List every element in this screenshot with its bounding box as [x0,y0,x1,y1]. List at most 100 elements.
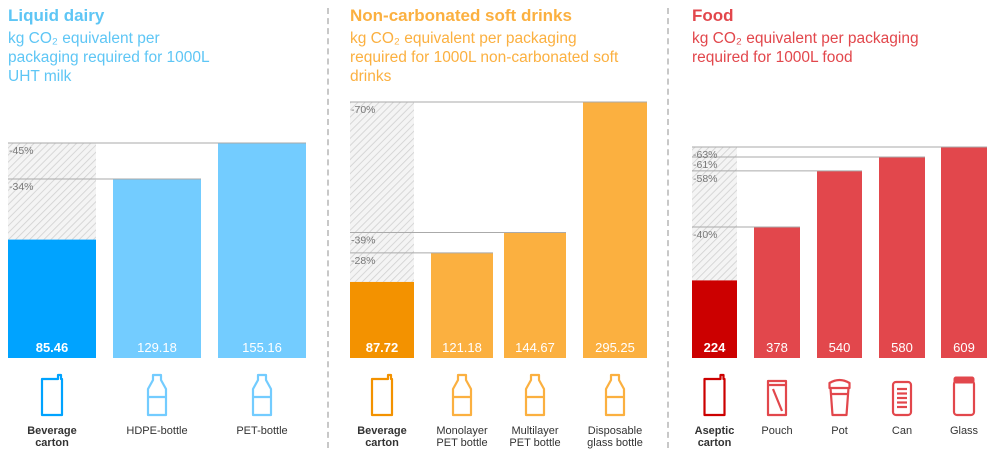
pot-shape [828,378,851,417]
bottle-shape [524,373,546,417]
category-label-line: Beverage [27,425,77,437]
panel-subtitle: kg CO₂ equivalent per packaging required… [350,30,619,85]
category-label-line: Monolayer [436,425,488,437]
chart-panel-1: 85.46 Beverage carton 129.18 -34% HDPE-bottle… [8,142,306,449]
bar-multilayer-pet-bottle [504,232,566,358]
carton-shape [370,373,394,417]
divider [667,8,669,448]
jar-icon [952,376,976,417]
bar-aseptic-carton [692,280,737,358]
savings-label: -58% [693,173,718,185]
panel-title: Non-carbonated soft drinks [350,6,572,25]
category-label-line: carton [365,437,399,449]
savings-label: -39% [351,235,376,247]
category-label-line: glass bottle [587,437,643,449]
value-label: 129.18 [137,340,177,355]
category-label-line: Aseptic [695,425,735,437]
panel-title: Liquid dairy [8,6,105,25]
value-label: 540 [829,340,851,355]
bar-disposable-glass-bottle [583,102,647,358]
category-label: Beverage carton [357,425,407,449]
category-label-line: PET-bottle [236,425,287,437]
chart-panel-3: 224 Aseptic carton 378 -40% Pouch 540 -58% Pot 58… [692,146,987,449]
savings-label: -45% [9,145,34,157]
panel-subtitle: kg CO₂ equivalent per packaging required… [692,30,919,66]
savings-hatch [8,143,96,240]
category-label-line: HDPE-bottle [126,425,187,437]
bar-can [879,157,925,358]
category-label-line: Multilayer [511,425,558,437]
carton-icon [40,373,64,417]
panel-food-header: Food kg CO₂ equivalent per packaging req… [692,6,992,67]
carton-icon [370,373,394,417]
panel-subtitle: kg CO₂ equivalent per packaging required… [8,30,210,85]
category-label-line: Pot [831,425,848,437]
bottle-shape [451,373,473,417]
panel-liquid-dairy-header: Liquid dairy kg CO₂ equivalent per packa… [8,6,308,86]
bar-beverage-carton [8,239,96,358]
value-label: 580 [891,340,913,355]
panel-soft-drinks-header: Non-carbonated soft drinks kg CO₂ equiva… [350,6,650,86]
category-label: Multilayer PET bottle [509,425,560,449]
carton-shape [703,373,726,417]
category-label: Disposable glass bottle [587,425,643,449]
divider [327,8,329,448]
value-label: 144.67 [515,340,555,355]
value-label: 87.72 [366,340,399,355]
category-label: Pot [831,425,848,437]
savings-label: -40% [693,229,718,241]
category-label: PET-bottle [236,425,287,437]
savings-label: -61% [693,159,718,171]
bottle-icon [451,373,473,417]
savings-label: -70% [351,104,376,116]
pouch-shape [766,379,788,417]
category-label-line: Beverage [357,425,407,437]
category-label: Pouch [761,425,792,437]
category-label-line: PET bottle [509,437,560,449]
bottle-icon [524,373,546,417]
bar-pouch [754,227,800,358]
carton-shape [40,373,64,417]
savings-hatch [350,102,414,282]
can-shape [891,380,913,417]
category-label-line: Disposable [588,425,642,437]
value-label: 224 [704,340,726,355]
category-label: Glass [950,425,979,437]
category-label-line: carton [35,437,69,449]
value-label: 295.25 [595,340,635,355]
savings-label: -28% [351,255,376,267]
category-label-line: PET bottle [436,437,487,449]
category-label: Can [892,425,912,437]
pouch-icon [766,379,788,417]
value-label: 378 [766,340,788,355]
category-label-line: Glass [950,425,979,437]
bottle-icon [146,373,168,417]
value-label: 609 [953,340,975,355]
panel-title: Food [692,6,734,25]
bar-pet-bottle [218,143,306,358]
value-label: 121.18 [442,340,482,355]
bottle-shape [146,373,168,417]
category-label: Aseptic carton [695,425,735,449]
value-label: 85.46 [36,340,69,355]
category-label-line: carton [698,437,732,449]
bottle-shape [251,373,273,417]
jar-shape [952,379,976,417]
value-label: 155.16 [242,340,282,355]
bottle-shape [604,373,626,417]
category-label: Monolayer PET bottle [436,425,488,449]
bottle-icon [251,373,273,417]
category-label-line: Pouch [761,425,792,437]
bottle-icon [604,373,626,417]
savings-label: -63% [693,149,718,161]
bar-monolayer-pet-bottle [431,252,493,358]
category-label: Beverage carton [27,425,77,449]
bar-glass [941,147,987,358]
category-label: HDPE-bottle [126,425,187,437]
pot-icon [828,378,851,417]
savings-label: -34% [9,181,34,193]
bar-pot [817,170,862,358]
savings-hatch [692,147,737,281]
